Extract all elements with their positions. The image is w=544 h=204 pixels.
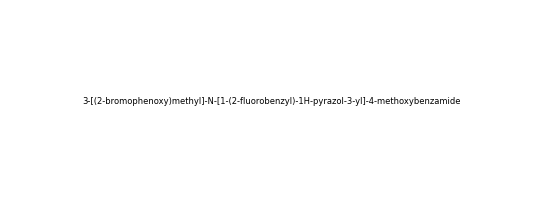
Text: 3-[(2-bromophenoxy)methyl]-N-[1-(2-fluorobenzyl)-1H-pyrazol-3-yl]-4-methoxybenza: 3-[(2-bromophenoxy)methyl]-N-[1-(2-fluor…: [83, 98, 461, 106]
